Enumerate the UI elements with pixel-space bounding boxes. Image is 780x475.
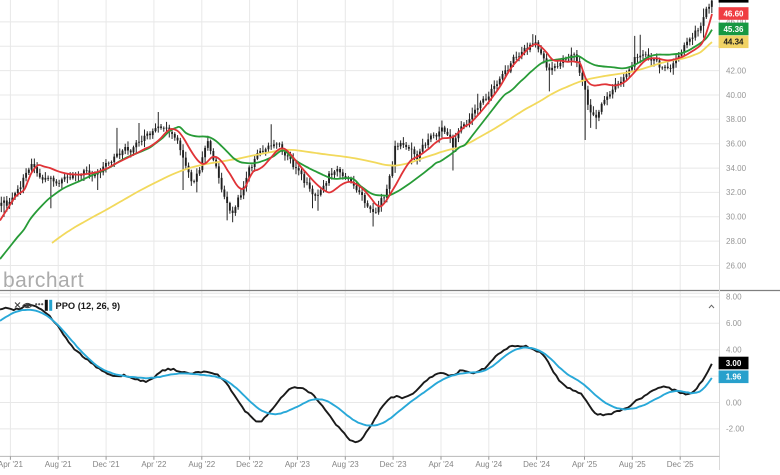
- svg-text:Aug '23: Aug '23: [332, 460, 359, 469]
- svg-text:barchart: barchart: [3, 269, 84, 292]
- svg-text:45.36: 45.36: [723, 25, 744, 34]
- svg-text:44.34: 44.34: [723, 38, 744, 47]
- svg-text:38.00: 38.00: [726, 115, 747, 124]
- svg-text:46.60: 46.60: [723, 9, 744, 18]
- svg-text:46.00: 46.00: [726, 18, 747, 27]
- svg-text:Dec '21: Dec '21: [93, 460, 120, 469]
- svg-text:Aug '21: Aug '21: [45, 460, 72, 469]
- svg-text:42.00: 42.00: [726, 66, 747, 75]
- svg-text:36.00: 36.00: [726, 140, 747, 149]
- svg-text:Apr '25: Apr '25: [572, 460, 598, 469]
- svg-text:Aug '25: Aug '25: [619, 460, 646, 469]
- svg-text:26.00: 26.00: [726, 261, 747, 270]
- svg-text:Dec '22: Dec '22: [236, 460, 263, 469]
- svg-text:Apr '23: Apr '23: [285, 460, 311, 469]
- svg-text:8.00: 8.00: [726, 293, 742, 302]
- svg-text:6.00: 6.00: [726, 319, 742, 328]
- svg-text:Apr '22: Apr '22: [141, 460, 167, 469]
- svg-text:40.00: 40.00: [726, 91, 747, 100]
- svg-text:0.00: 0.00: [726, 398, 742, 407]
- svg-text:4.00: 4.00: [726, 346, 742, 355]
- svg-text:34.00: 34.00: [726, 164, 747, 173]
- svg-text:3.00: 3.00: [726, 359, 742, 368]
- svg-text:Aug '24: Aug '24: [475, 460, 502, 469]
- svg-text:PPO (12, 26, 9): PPO (12, 26, 9): [56, 301, 121, 311]
- svg-text:Apr '21: Apr '21: [0, 460, 23, 469]
- svg-text:28.00: 28.00: [726, 237, 747, 246]
- svg-text:Aug '22: Aug '22: [188, 460, 215, 469]
- svg-text:Dec '24: Dec '24: [523, 460, 550, 469]
- svg-text:Apr '24: Apr '24: [428, 460, 454, 469]
- svg-text:30.00: 30.00: [726, 213, 747, 222]
- svg-text:-2.00: -2.00: [726, 425, 745, 434]
- svg-text:32.00: 32.00: [726, 188, 747, 197]
- svg-text:1.96: 1.96: [726, 373, 742, 382]
- svg-text:Dec '23: Dec '23: [380, 460, 407, 469]
- svg-text:Dec '25: Dec '25: [667, 460, 694, 469]
